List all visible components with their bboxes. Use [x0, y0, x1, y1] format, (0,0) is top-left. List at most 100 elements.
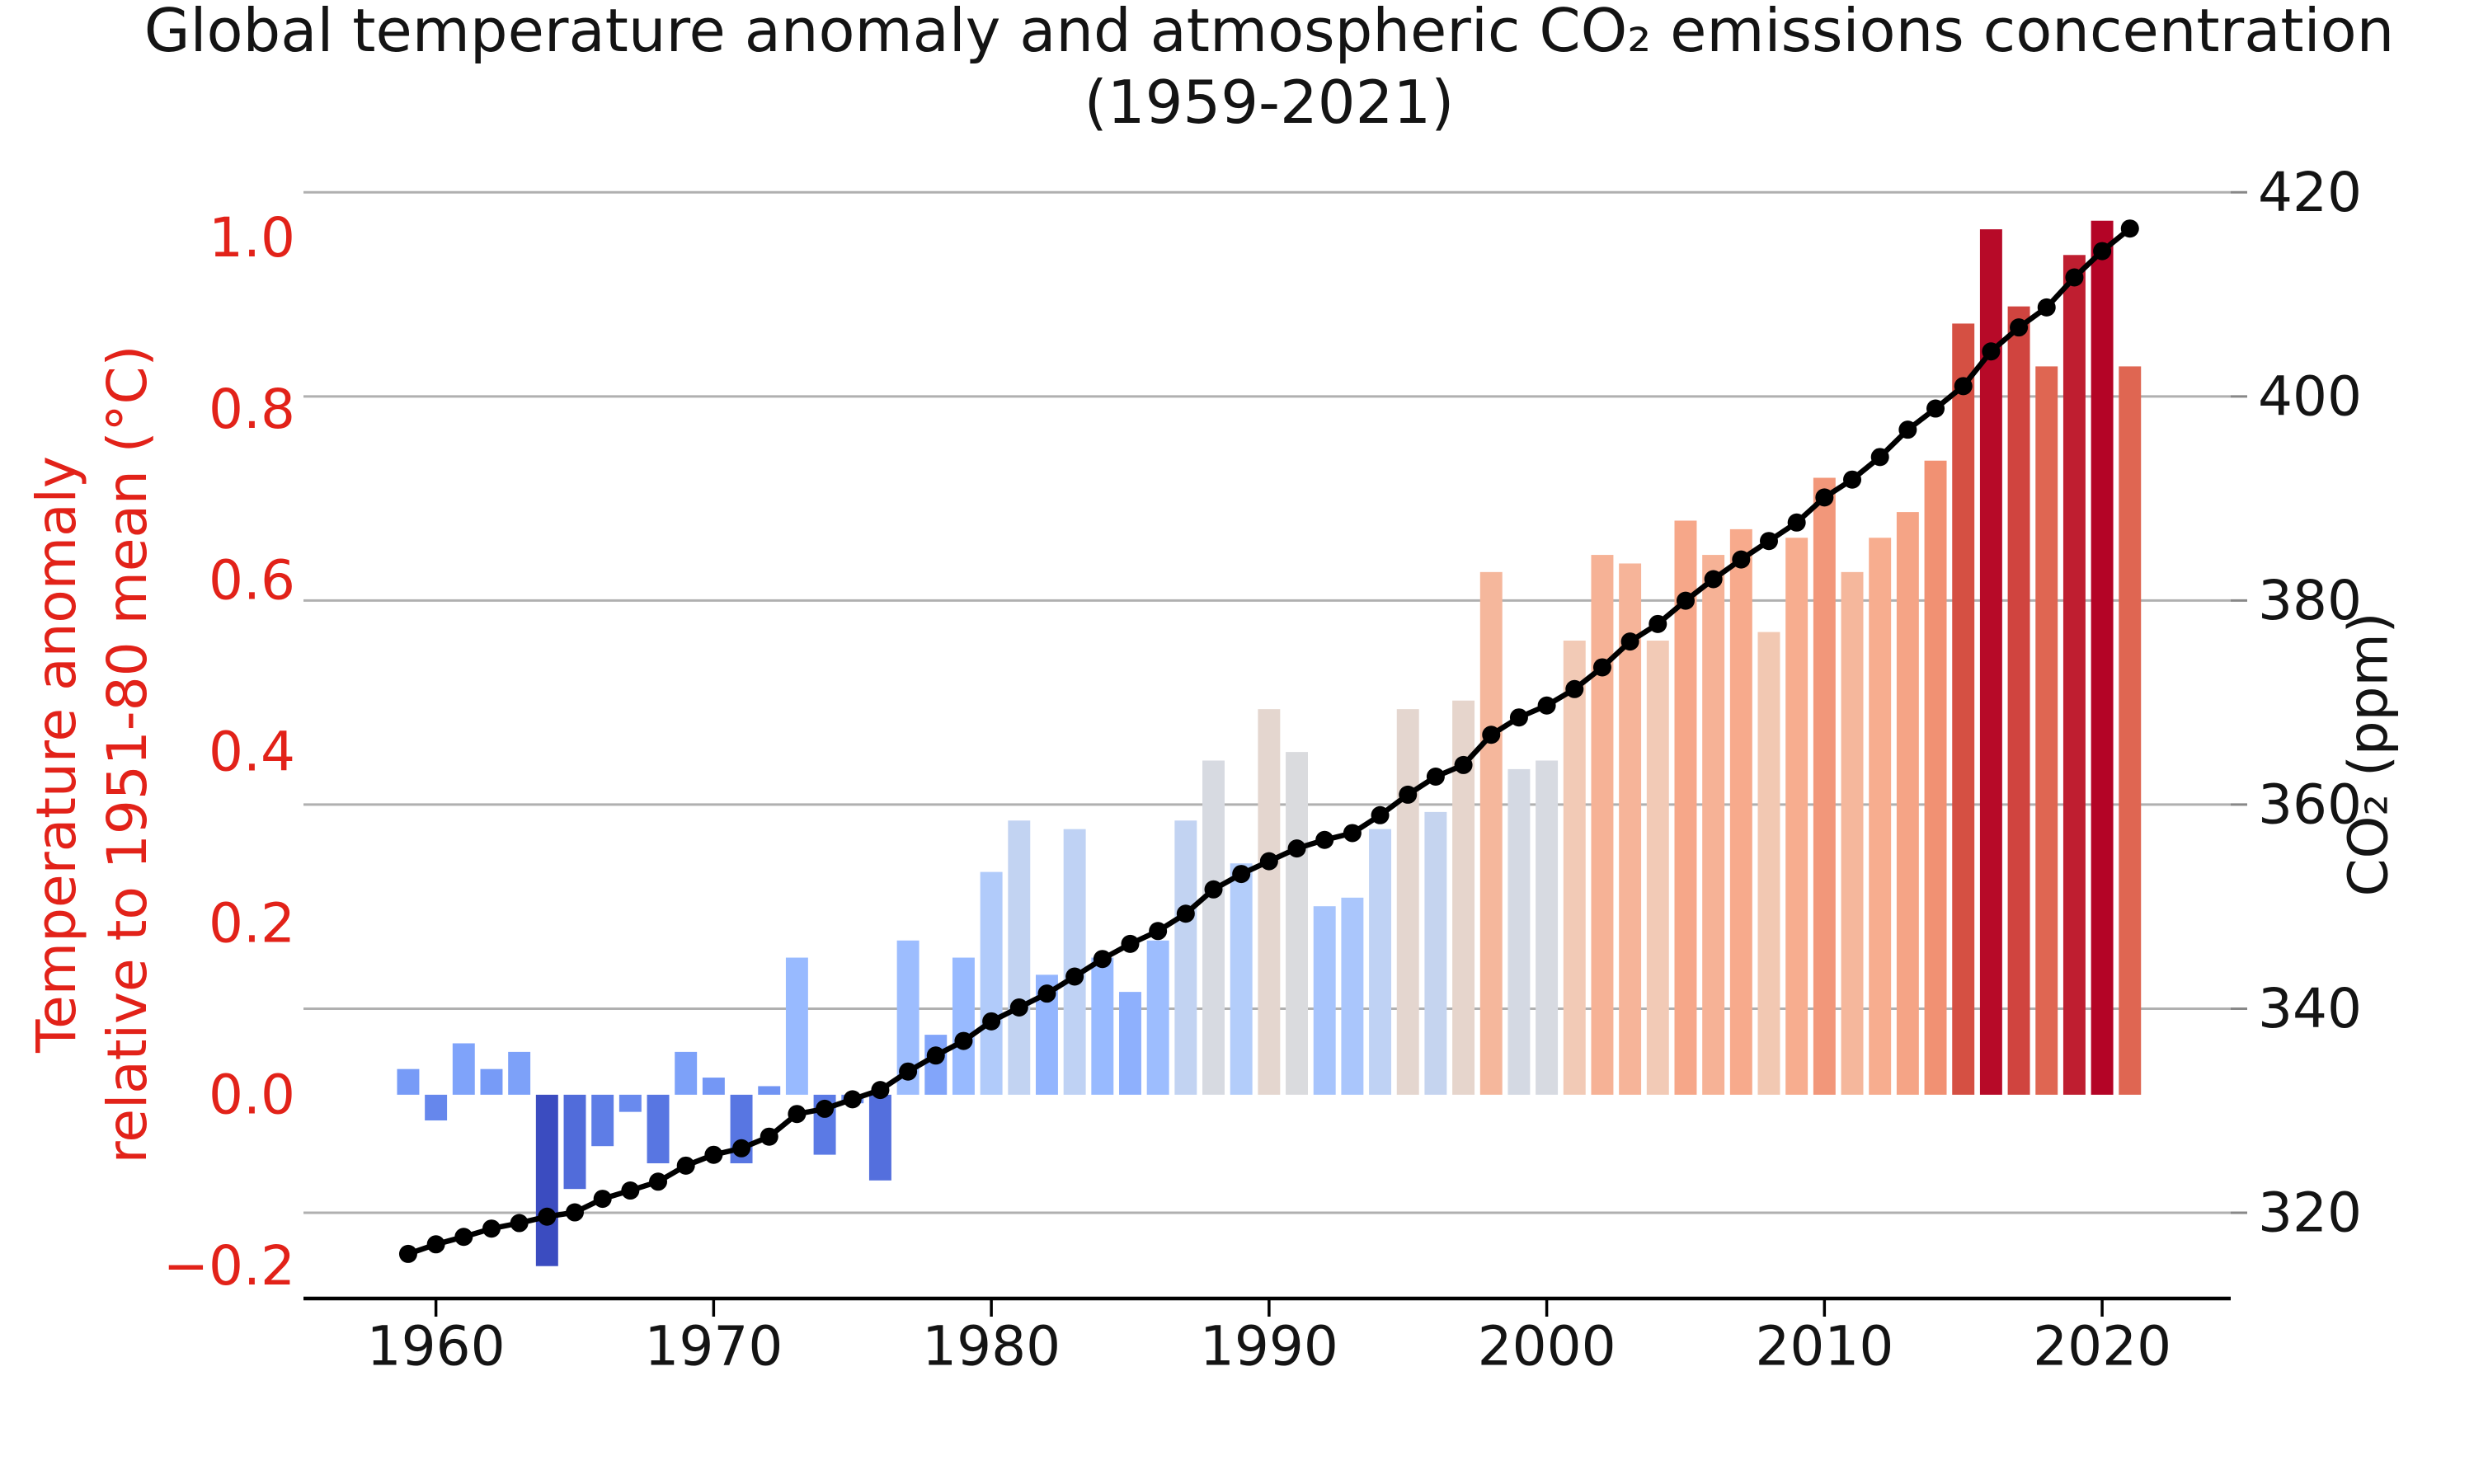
- temp-bar-1980: [980, 871, 1003, 1095]
- co2-point-2009: [1787, 513, 1806, 532]
- co2-point-1999: [1509, 708, 1528, 727]
- temp-bar-1983: [1063, 829, 1086, 1095]
- temp-bar-1992: [1313, 906, 1336, 1095]
- co2-point-2005: [1676, 591, 1695, 610]
- co2-point-1992: [1315, 830, 1334, 849]
- co2-point-1996: [1426, 768, 1445, 787]
- co2-point-2015: [1954, 377, 1973, 396]
- temp-bar-2004: [1646, 641, 1669, 1095]
- co2-point-1973: [788, 1105, 807, 1124]
- temp-bar-1965: [563, 1094, 586, 1190]
- temp-bar-2009: [1785, 538, 1808, 1095]
- left-tick-label-0.6: 0.6: [209, 549, 295, 613]
- temp-bar-2001: [1563, 641, 1586, 1095]
- co2-point-2014: [1926, 399, 1945, 418]
- chart-title-line1: Global temperature anomaly and atmospher…: [143, 0, 2395, 65]
- co2-point-1994: [1371, 805, 1390, 824]
- temp-bar-1962: [480, 1068, 503, 1095]
- co2-point-1984: [1093, 950, 1112, 969]
- x-tick-label-2020: 2020: [2033, 1315, 2171, 1378]
- co2-point-1969: [676, 1156, 695, 1175]
- temp-bar-1973: [785, 957, 808, 1095]
- temp-bar-1989: [1230, 863, 1253, 1095]
- co2-point-1987: [1176, 904, 1195, 923]
- right-tick-label-400: 400: [2258, 364, 2362, 428]
- co2-point-1975: [843, 1090, 862, 1109]
- co2-point-2016: [1982, 342, 2001, 361]
- co2-point-1965: [565, 1203, 584, 1222]
- temp-bar-1960: [425, 1094, 448, 1121]
- right-tick-label-340: 340: [2258, 977, 2362, 1040]
- co2-point-1961: [454, 1228, 473, 1247]
- temp-bar-1996: [1424, 811, 1447, 1095]
- temp-bar-1981: [1008, 820, 1031, 1095]
- temp-bar-1959: [397, 1068, 420, 1095]
- temp-bar-2002: [1591, 555, 1614, 1095]
- right-tick-label-380: 380: [2258, 569, 2362, 632]
- temp-bar-2007: [1729, 528, 1752, 1095]
- co2-point-2000: [1537, 696, 1556, 715]
- co2-point-1998: [1482, 726, 1501, 744]
- x-tick-label-1990: 1990: [1200, 1315, 1338, 1378]
- temp-bar-2005: [1674, 520, 1697, 1095]
- co2-point-1966: [593, 1190, 612, 1209]
- co2-point-1968: [649, 1172, 668, 1191]
- left-tick-label-0.8: 0.8: [209, 378, 295, 441]
- temp-bar-1969: [675, 1051, 698, 1095]
- temp-bar-1999: [1507, 768, 1531, 1095]
- x-tick-label-2000: 2000: [1478, 1315, 1616, 1378]
- temp-bar-2019: [2062, 255, 2086, 1095]
- right-tick-label-420: 420: [2258, 161, 2362, 224]
- co2-point-2006: [1704, 570, 1723, 589]
- temp-bar-1993: [1341, 897, 1364, 1095]
- temp-bar-1966: [591, 1094, 614, 1147]
- co2-point-1990: [1259, 852, 1278, 871]
- temp-bar-1972: [758, 1086, 781, 1095]
- co2-point-2002: [1592, 658, 1611, 677]
- co2-point-1962: [482, 1219, 501, 1238]
- temp-bar-2006: [1702, 555, 1725, 1095]
- co2-point-1972: [760, 1127, 778, 1146]
- co2-point-1983: [1065, 967, 1084, 986]
- right-tick-label-360: 360: [2258, 773, 2362, 836]
- temp-bar-1967: [618, 1094, 642, 1112]
- temp-bar-1978: [924, 1035, 948, 1095]
- co2-point-2004: [1649, 614, 1667, 633]
- co2-point-1981: [1009, 998, 1028, 1017]
- x-tick-label-1980: 1980: [922, 1315, 1061, 1378]
- x-tick-label-1960: 1960: [367, 1315, 506, 1378]
- temp-bar-1963: [508, 1051, 531, 1095]
- temp-bar-2012: [1869, 538, 1892, 1095]
- temp-bar-2011: [1841, 571, 1864, 1095]
- co2-point-1970: [704, 1145, 723, 1164]
- co2-point-2019: [2065, 268, 2084, 287]
- co2-point-2008: [1759, 532, 1778, 551]
- temp-bar-2021: [2119, 366, 2142, 1095]
- co2-point-2018: [2037, 298, 2056, 317]
- co2-point-1986: [1149, 922, 1168, 941]
- left-tick-label-1.0: 1.0: [209, 206, 295, 270]
- temp-bar-2003: [1619, 563, 1642, 1095]
- co2-point-1991: [1287, 839, 1306, 858]
- co2-point-1959: [398, 1244, 417, 1263]
- temp-bar-2014: [1924, 460, 1947, 1095]
- co2-point-1967: [621, 1181, 640, 1200]
- co2-point-1982: [1037, 984, 1056, 1003]
- temp-bar-1961: [452, 1043, 475, 1095]
- co2-point-1979: [954, 1031, 973, 1050]
- co2-point-1993: [1343, 824, 1362, 843]
- co2-point-1989: [1232, 865, 1251, 884]
- temp-bar-1988: [1202, 760, 1225, 1095]
- temp-bar-1984: [1091, 957, 1114, 1095]
- co2-point-1997: [1454, 755, 1473, 774]
- co2-point-1985: [1121, 934, 1140, 953]
- left-tick-label-0.4: 0.4: [209, 721, 295, 784]
- co2-point-1963: [510, 1214, 529, 1233]
- temp-bar-2015: [1952, 323, 1975, 1095]
- temp-bar-1987: [1174, 820, 1197, 1095]
- co2-point-2007: [1732, 550, 1751, 569]
- temp-bar-2020: [2091, 220, 2114, 1095]
- temp-bar-2017: [2007, 306, 2030, 1095]
- co2-point-2020: [2093, 242, 2112, 261]
